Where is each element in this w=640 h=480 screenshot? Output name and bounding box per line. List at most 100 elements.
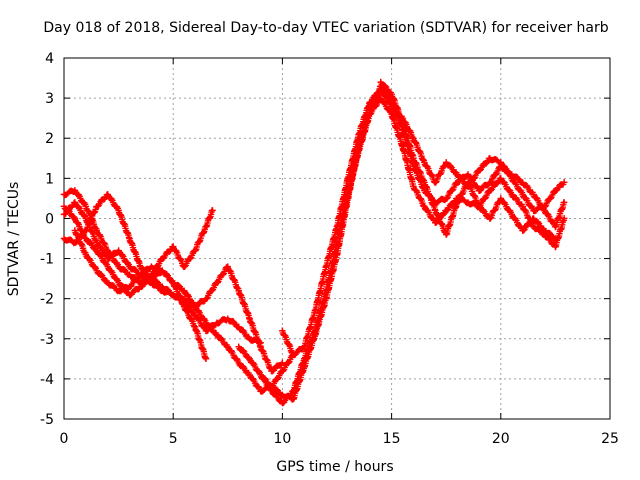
data-point [93,203,100,210]
data-point [486,179,494,186]
series-track-6 [235,82,568,403]
data-point [126,235,133,242]
y-tick-label: -5 [40,412,54,428]
data-point [246,315,253,322]
data-point [213,279,221,286]
data-point [191,303,199,310]
y-tick-label: -3 [40,332,54,348]
data-point [268,387,275,395]
data-point [115,247,122,254]
data-point [60,191,68,198]
data-point [279,367,286,375]
data-point [202,355,210,363]
data-point [115,279,122,286]
data-point [322,263,330,270]
y-tick-label: -1 [40,252,54,268]
data-point [279,399,286,407]
y-axis-label: SDTVAR / TECUs [6,182,22,297]
data-point [475,203,483,210]
data-point [377,86,384,94]
data-point [560,179,568,186]
y-tick-label: 2 [45,131,54,147]
data-point [257,387,264,395]
data-point [93,227,100,234]
data-point [170,279,177,286]
data-point [464,171,472,178]
data-point [552,187,559,194]
chart-title: Day 018 of 2018, Sidereal Day-to-day VTE… [43,20,608,36]
data-point [257,343,264,350]
data-point [530,207,537,214]
data-point [530,191,537,198]
data-point [202,327,210,334]
data-point [497,195,504,202]
data-point [60,203,68,210]
data-point [399,143,406,150]
data-point [290,351,297,359]
data-points [60,78,568,407]
data-point [290,387,297,395]
data-point [71,199,79,206]
data-point [519,227,526,234]
data-point [104,279,111,286]
data-point [464,199,472,206]
data-point [82,251,90,258]
data-point [93,239,100,246]
x-tick-label: 5 [169,431,178,447]
data-point [60,235,68,242]
data-point [246,335,253,342]
data-point [301,343,308,350]
data-point [137,283,144,290]
data-point [115,207,122,214]
data-point [170,243,177,250]
y-tick-label: 0 [45,211,54,227]
data-point [377,78,384,86]
x-axis-tick-labels: 0 5 10 15 20 25 [60,431,619,447]
data-point [137,271,144,278]
data-point [148,279,155,286]
data-point [202,319,210,326]
data-point [180,263,188,270]
data-point [453,179,461,186]
data-point [279,327,286,334]
data-point [213,331,221,338]
data-point [322,287,330,294]
data-point [257,371,264,379]
data-point [235,343,242,350]
data-point [453,171,461,178]
data-point [508,211,515,218]
data-point [541,203,548,210]
data-point [126,263,133,270]
data-point [268,367,275,375]
data-point [224,343,231,350]
data-point [410,163,417,170]
data-point [209,207,216,214]
data-point [355,131,363,138]
data-point [344,175,352,182]
x-tick-label: 20 [492,431,510,447]
data-point [246,371,253,379]
data-point [235,287,242,294]
data-point [530,223,537,230]
data-point [126,283,133,290]
data-point [519,191,526,198]
data-point [235,323,242,330]
series-track-9 [377,78,559,242]
data-point [104,191,111,198]
data-point [159,287,166,294]
data-point [552,235,559,242]
data-point [115,263,122,270]
data-point [279,391,286,399]
data-point [202,223,210,230]
data-point [497,159,504,166]
data-point [104,263,111,270]
y-tick-label: -2 [40,292,54,308]
data-point [191,323,199,330]
x-axis-label: GPS time / hours [276,459,393,475]
data-point [486,187,494,194]
data-point [453,199,461,206]
data-point [377,94,384,102]
data-point [224,315,231,322]
data-point [486,215,494,222]
